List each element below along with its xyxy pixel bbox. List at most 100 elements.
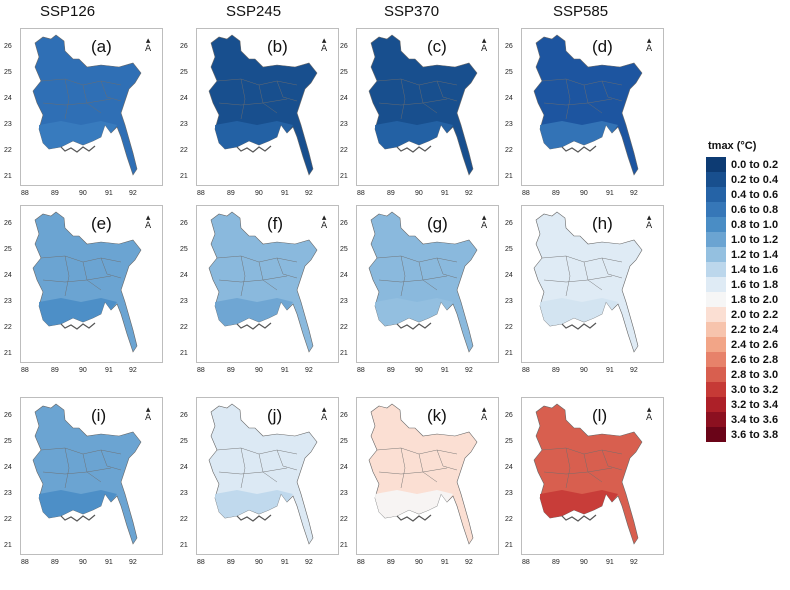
map-panel: (g) ▴ A 26 25 24 23 22 21 88 89 90 91 92: [340, 205, 499, 374]
x-tick-label: 91: [281, 367, 289, 374]
north-arrow-icon: ▴ A: [145, 405, 152, 423]
x-tick-label: 92: [630, 190, 638, 197]
column-title-ssp585: SSP585: [553, 3, 609, 20]
bangladesh-map: [208, 211, 318, 353]
y-tick-label: 26: [180, 220, 188, 227]
x-tick-label: 89: [51, 190, 59, 197]
bangladesh-map: [208, 403, 318, 545]
y-tick-label: 23: [340, 121, 348, 128]
x-tick-label: 88: [21, 367, 29, 374]
legend-entry: 1.6 to 1.8: [706, 277, 778, 292]
y-tick-label: 25: [180, 246, 188, 253]
panel-label: (d): [592, 37, 613, 56]
north-arrow-icon: ▴ A: [145, 213, 152, 231]
north-arrow-icon: ▴ A: [646, 36, 653, 54]
x-tick-label: 89: [387, 190, 395, 197]
legend-swatch: [706, 352, 726, 367]
legend-label: 2.0 to 2.2: [731, 308, 779, 321]
legend-label: 1.8 to 2.0: [731, 293, 779, 306]
legend-swatch: [706, 202, 726, 217]
y-tick-label: 26: [180, 412, 188, 419]
legend-entries: 0.0 to 0.2 0.2 to 0.4 0.4 to 0.6 0.6 to 0.8…: [706, 157, 778, 442]
legend-label: 1.0 to 1.2: [731, 233, 779, 246]
legend-swatch: [706, 322, 726, 337]
y-tick-label: 26: [505, 412, 513, 419]
y-tick-label: 25: [4, 69, 12, 76]
x-tick-label: 91: [281, 559, 289, 566]
y-tick-label: 22: [340, 324, 348, 331]
y-tick-label: 25: [505, 246, 513, 253]
x-tick-label: 88: [357, 559, 365, 566]
x-tick-label: 91: [606, 559, 614, 566]
y-tick-label: 26: [505, 220, 513, 227]
legend-swatch: [706, 232, 726, 247]
legend-label: 3.0 to 3.2: [731, 383, 779, 396]
x-tick-label: 92: [305, 367, 313, 374]
y-tick-label: 23: [505, 490, 513, 497]
legend-swatch: [706, 247, 726, 262]
panel-label: (c): [427, 37, 447, 56]
legend-entry: 2.4 to 2.6: [706, 337, 778, 352]
map-panel: (d) ▴ A 26 25 24 23 22 21 88 89 90 91 92: [505, 28, 664, 197]
x-tick-label: 90: [255, 190, 263, 197]
y-tick-label: 22: [340, 516, 348, 523]
y-tick-label: 21: [180, 173, 188, 180]
bangladesh-map: [368, 403, 478, 545]
y-tick-label: 23: [4, 121, 12, 128]
y-tick-label: 24: [340, 95, 348, 102]
y-tick-label: 22: [4, 147, 12, 154]
y-tick-label: 21: [505, 542, 513, 549]
y-tick-label: 23: [180, 121, 188, 128]
panel-label: (e): [91, 214, 112, 233]
x-tick-label: 91: [105, 190, 113, 197]
legend-entry: 0.6 to 0.8: [706, 202, 778, 217]
legend-swatch: [706, 412, 726, 427]
y-tick-label: 21: [340, 542, 348, 549]
x-tick-label: 91: [606, 367, 614, 374]
legend-entry: 1.2 to 1.4: [706, 247, 778, 262]
x-tick-label: 91: [606, 190, 614, 197]
y-tick-label: 21: [180, 350, 188, 357]
map-panel: (l) ▴ A 26 25 24 23 22 21 88 89 90 91 92: [505, 397, 664, 566]
x-tick-label: 90: [580, 190, 588, 197]
legend-label: 2.8 to 3.0: [731, 368, 779, 381]
y-tick-label: 26: [505, 43, 513, 50]
x-tick-label: 92: [630, 559, 638, 566]
x-tick-label: 88: [522, 190, 530, 197]
legend-label: 0.2 to 0.4: [731, 173, 779, 186]
y-tick-label: 25: [340, 438, 348, 445]
north-arrow-icon: ▴ A: [481, 36, 488, 54]
y-tick-label: 24: [180, 95, 188, 102]
y-tick-label: 25: [505, 69, 513, 76]
x-tick-label: 89: [552, 367, 560, 374]
x-tick-label: 89: [552, 190, 560, 197]
x-tick-label: 92: [305, 190, 313, 197]
legend-label: 0.0 to 0.2: [731, 158, 779, 171]
x-tick-label: 91: [441, 367, 449, 374]
north-arrow-icon: ▴ A: [321, 213, 328, 231]
x-tick-label: 90: [415, 190, 423, 197]
legend-entry: 2.8 to 3.0: [706, 367, 778, 382]
map-panel: (i) ▴ A 26 25 24 23 22 21 88 89 90 91 92: [4, 397, 163, 566]
legend-label: 2.4 to 2.6: [731, 338, 779, 351]
bangladesh-map: [368, 211, 478, 353]
y-tick-label: 25: [340, 69, 348, 76]
x-tick-label: 88: [21, 559, 29, 566]
legend-entry: 0.2 to 0.4: [706, 172, 778, 187]
y-tick-label: 25: [4, 246, 12, 253]
y-tick-label: 21: [505, 173, 513, 180]
y-tick-label: 22: [180, 147, 188, 154]
map-panel: (f) ▴ A 26 25 24 23 22 21 88 89 90 91 92: [180, 205, 339, 374]
x-tick-label: 88: [197, 559, 205, 566]
panel-label: (j): [267, 406, 283, 425]
legend-title: tmax (°C): [708, 140, 757, 152]
legend-label: 1.4 to 1.6: [731, 263, 779, 276]
y-tick-label: 22: [180, 324, 188, 331]
panel-label: (g): [427, 214, 448, 233]
x-tick-label: 91: [441, 190, 449, 197]
y-tick-label: 23: [4, 298, 12, 305]
y-tick-label: 24: [340, 272, 348, 279]
bangladesh-map: [368, 34, 478, 176]
x-tick-label: 88: [197, 367, 205, 374]
y-tick-label: 26: [180, 43, 188, 50]
